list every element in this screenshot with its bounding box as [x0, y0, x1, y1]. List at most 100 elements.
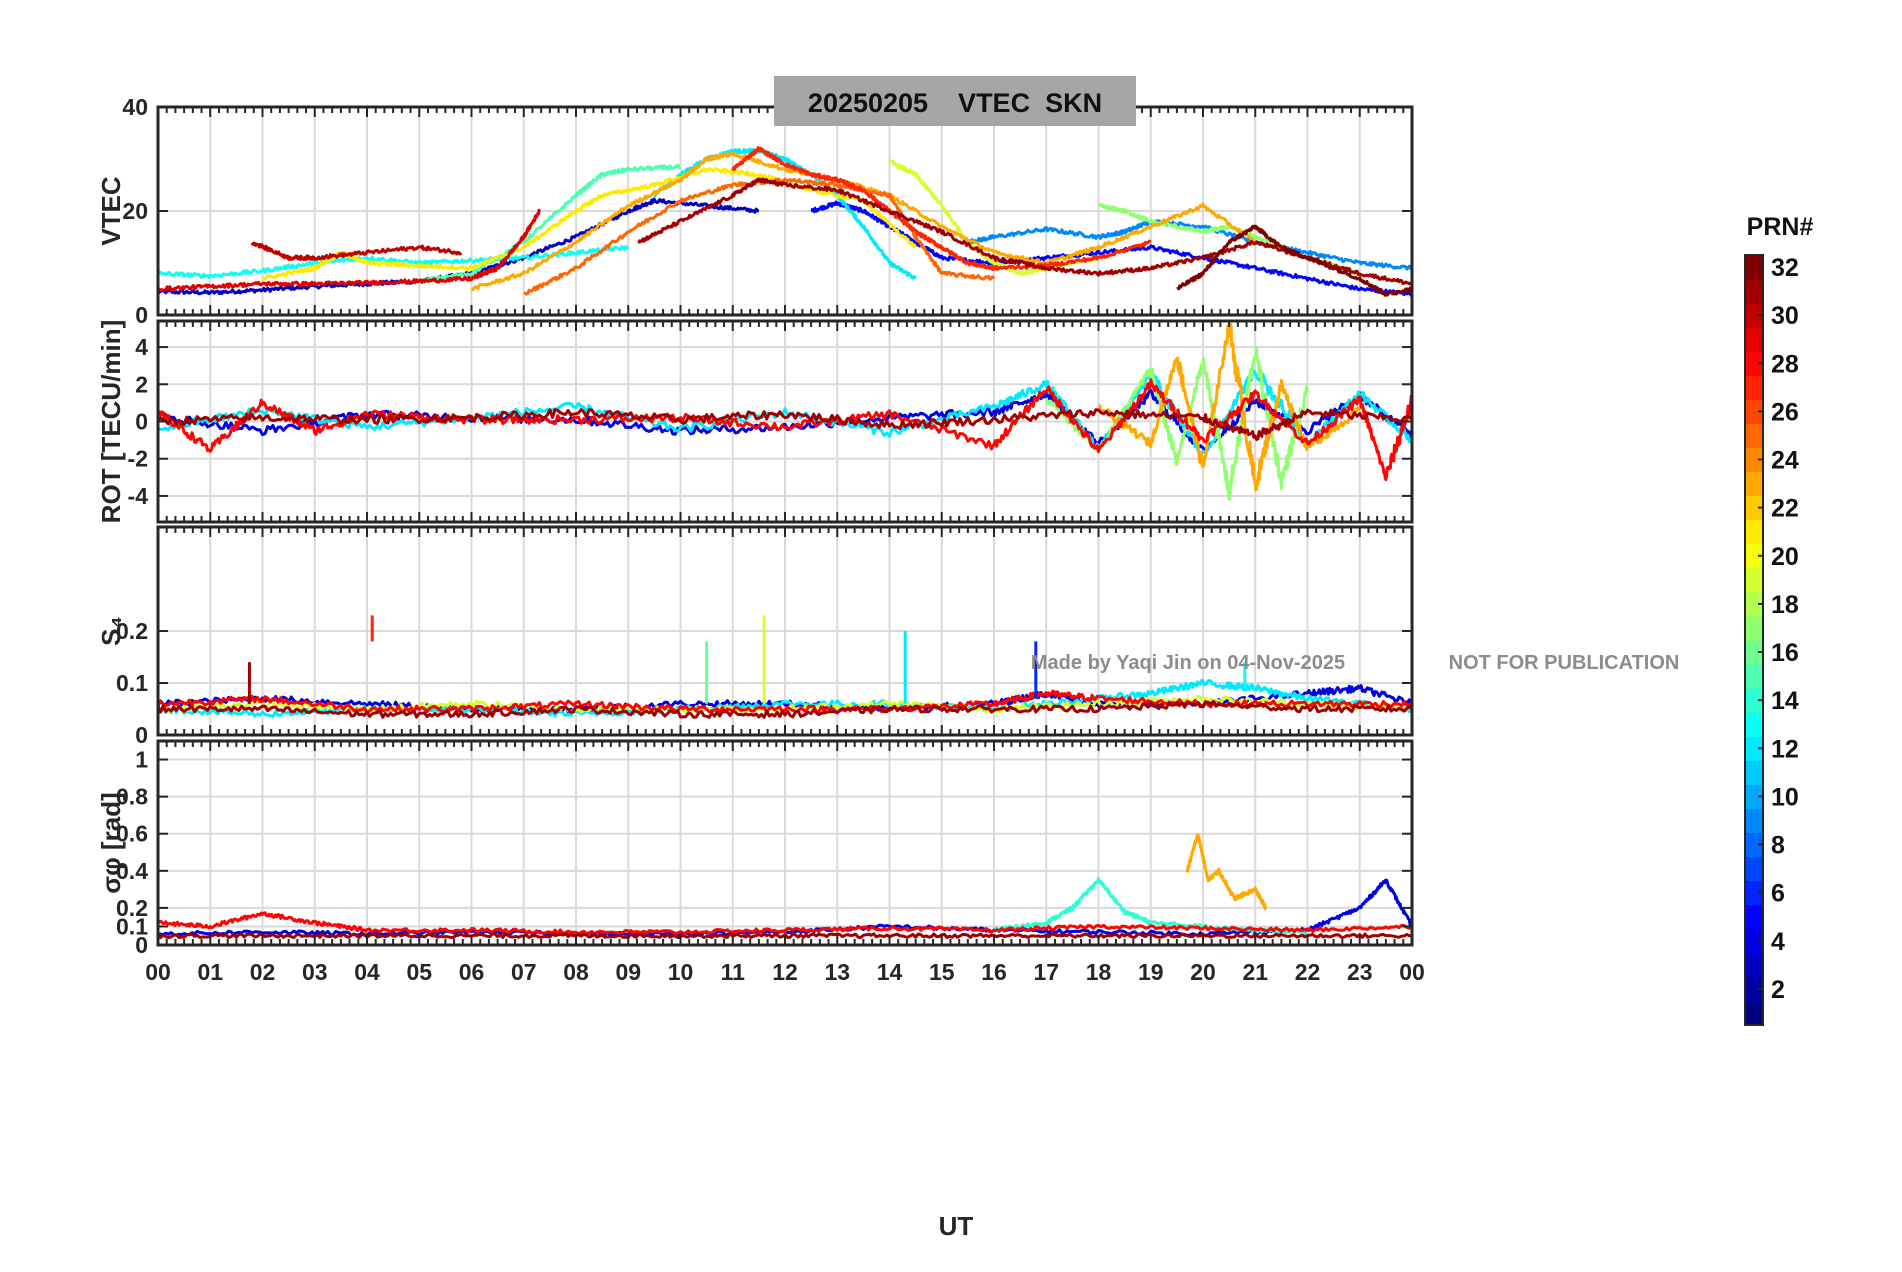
series-line-prn-28: [156, 911, 1413, 935]
series-line-prn-5: [810, 200, 1413, 297]
colorbar-tick-label: 2: [1771, 976, 1785, 1004]
colorbar-frame: [1744, 254, 1764, 1026]
colorbar-swatch: [1745, 808, 1763, 833]
x-tick-label: 19: [1138, 959, 1164, 985]
watermark-notice: NOT FOR PUBLICATION: [1449, 652, 1680, 674]
colorbar-swatch: [1745, 880, 1763, 906]
colorbar-swatch: [1745, 327, 1763, 352]
colorbar-swatch: [1745, 543, 1763, 569]
y-tick-label-sigma: 0.4: [116, 858, 148, 884]
colorbar-swatch: [1745, 640, 1763, 665]
data-layer: [156, 146, 1414, 940]
y-tick-label-sigma: 0.8: [116, 784, 148, 810]
series-line-prn-4: [157, 878, 1414, 938]
colorbar-swatch: [1745, 495, 1763, 521]
watermark-author: Made by Yaqi Jin on 04-Nov-2025: [1031, 652, 1345, 674]
x-tick-label: 18: [1086, 959, 1112, 985]
y-tick-label-vtec: 20: [122, 198, 148, 224]
series-line-prn-31: [156, 699, 1414, 719]
colorbar-tick-label: 32: [1771, 254, 1799, 282]
series-line-prn-25: [523, 177, 996, 296]
x-tick-label: 12: [772, 959, 798, 985]
x-axis-label: UT: [939, 1211, 974, 1241]
x-tick-label: 05: [406, 959, 432, 985]
colorbar-tick-label: 24: [1771, 447, 1799, 475]
colorbar-swatch: [1745, 255, 1763, 280]
y-tick-label-rot: 0: [135, 409, 148, 435]
chart-title: 20250205 VTEC SKN: [808, 88, 1102, 118]
x-tick-label: 10: [668, 959, 694, 985]
x-tick-label: 16: [981, 959, 1007, 985]
y-tick-label-rot: -4: [128, 483, 149, 509]
colorbar-swatch: [1745, 784, 1763, 809]
y-tick-label-vtec: 40: [122, 94, 148, 120]
x-tick-label: 07: [511, 959, 537, 985]
colorbar-swatch: [1745, 447, 1763, 473]
colorbar-swatch: [1745, 567, 1763, 593]
colorbar-tick-label: 28: [1771, 350, 1799, 378]
colorbar-swatch: [1745, 760, 1763, 785]
colorbar-swatch: [1745, 664, 1763, 689]
y-tick-label-rot: 2: [135, 371, 148, 397]
x-tick-label: 22: [1295, 959, 1321, 985]
x-tick-label: 09: [615, 959, 641, 985]
x-tick-label: 11: [721, 959, 746, 985]
colorbar-tick-label: 16: [1771, 639, 1799, 667]
y-tick-label-sigma: 0.2: [116, 895, 148, 921]
y-axis-label-sigma: σφ [rad]: [96, 792, 126, 893]
colorbar-swatch: [1745, 904, 1763, 930]
y-axis-label-s4: S₄: [96, 616, 126, 646]
series-line-prn-31: [157, 408, 1414, 441]
colorbar-swatch: [1745, 712, 1763, 737]
x-tick-label: 08: [563, 959, 589, 985]
colorbar-label: PRN#: [1747, 213, 1814, 241]
y-tick-label-sigma: 0.1: [116, 913, 148, 939]
colorbar-tick-label: 18: [1771, 591, 1799, 619]
x-tick-label: 14: [877, 959, 903, 985]
colorbar-swatch: [1745, 375, 1763, 400]
colorbar-swatch: [1745, 303, 1763, 328]
colorbar-swatch: [1745, 928, 1763, 954]
series-line-prn-29: [157, 208, 541, 292]
y-tick-label-rot: -2: [128, 446, 148, 472]
series-line-prn-12: [653, 147, 917, 280]
x-tick-label: 13: [824, 959, 850, 985]
colorbar-tick-label: 4: [1771, 928, 1785, 956]
colorbar-swatch: [1745, 976, 1763, 1002]
x-tick-label: 00: [145, 959, 171, 985]
colorbar-tick-label: 14: [1771, 687, 1799, 715]
series-line-prn-27: [731, 146, 1152, 272]
series-line-prn-32: [1176, 224, 1413, 297]
colorbar-swatch: [1745, 1000, 1763, 1026]
colorbar-tick-label: 20: [1771, 543, 1799, 571]
colorbar-tick-label: 12: [1771, 735, 1799, 763]
y-tick-label-s4: 0.2: [116, 618, 148, 644]
series-line-prn-23: [1185, 833, 1268, 911]
colorbar-tick-label: 22: [1771, 495, 1799, 523]
y-tick-label-rot: 4: [135, 334, 148, 360]
x-tick-label: 06: [459, 959, 485, 985]
colorbar-swatch: [1745, 688, 1763, 713]
x-tick-label: 00: [1399, 959, 1425, 985]
colorbar-swatch: [1745, 423, 1763, 448]
y-tick-label-vtec: 0: [135, 302, 148, 328]
colorbar-tick-label: 30: [1771, 302, 1799, 330]
series-line-prn-15: [417, 163, 682, 284]
x-tick-label: 20: [1190, 959, 1216, 985]
x-tick-label: 01: [197, 959, 223, 985]
series-line-prn-31: [637, 177, 1413, 286]
x-tick-label: 02: [250, 959, 276, 985]
y-tick-label-sigma: 0: [135, 932, 148, 958]
y-tick-label-sigma: 0.6: [116, 821, 148, 847]
title-background: [774, 76, 1136, 126]
colorbar-swatch: [1745, 832, 1763, 858]
colorbar-tick-label: 8: [1771, 832, 1785, 860]
x-tick-label: 23: [1347, 959, 1373, 985]
x-tick-label: 03: [302, 959, 328, 985]
y-axis-label-rot: ROT [TECU/min]: [96, 320, 126, 524]
colorbar-swatch: [1745, 856, 1763, 882]
colorbar-tick-label: 26: [1771, 398, 1799, 426]
